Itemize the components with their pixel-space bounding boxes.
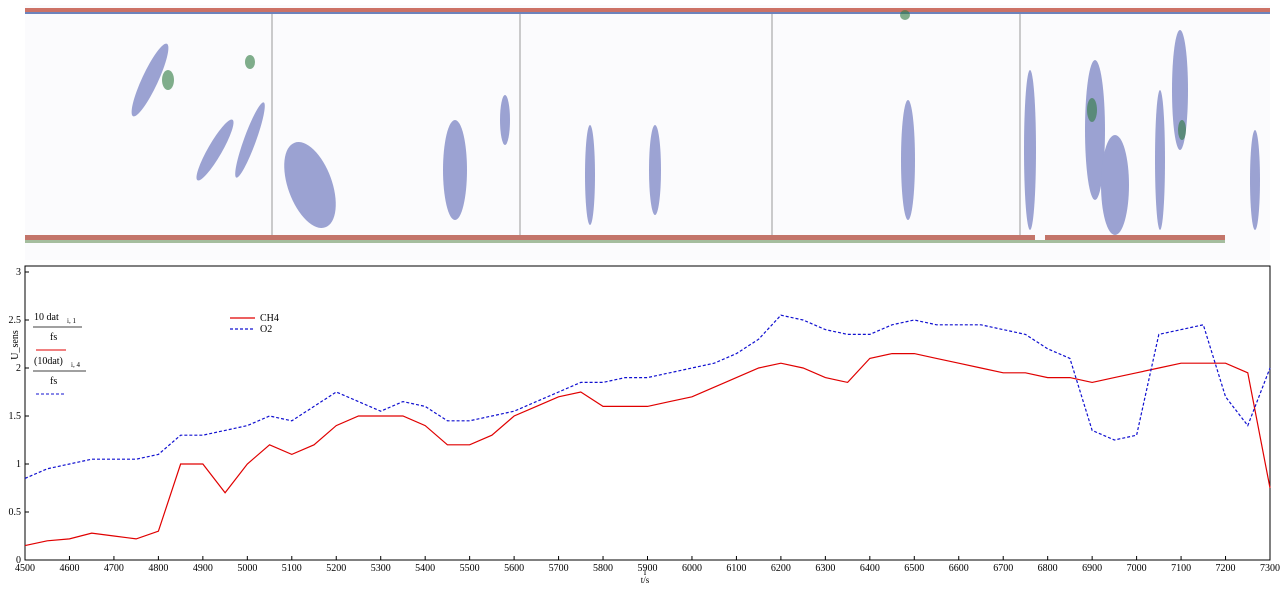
x-tick-label: 6600	[949, 563, 969, 574]
x-axis-index: i	[644, 567, 647, 577]
y-tick-label: 2.5	[9, 315, 22, 326]
x-tick-label: 5100	[282, 563, 302, 574]
x-tick-label: 5600	[504, 563, 524, 574]
x-tick-label: 6700	[993, 563, 1013, 574]
y-tick-label: 1.5	[9, 411, 22, 422]
x-tick-label: 5700	[549, 563, 569, 574]
x-tick-label: 6400	[860, 563, 880, 574]
y-tick-label: 0.5	[9, 507, 22, 518]
y-expression-denominator: fs	[50, 376, 57, 387]
x-tick-label: 5300	[371, 563, 391, 574]
x-tick-label: 5800	[593, 563, 613, 574]
y-expression-numerator: (10dat)	[34, 356, 63, 367]
x-axis-label: t/s	[641, 575, 650, 585]
y-tick-label: 1	[16, 459, 21, 470]
legend-label: CH4	[260, 313, 279, 324]
x-tick-label: 6300	[815, 563, 835, 574]
x-tick-label: 5200	[326, 563, 346, 574]
x-tick-label: 6100	[726, 563, 746, 574]
x-tick-label: 5400	[415, 563, 435, 574]
y-tick-label: 2	[16, 363, 21, 374]
y-tick-label: 0	[16, 555, 21, 566]
x-tick-label: 7000	[1127, 563, 1147, 574]
x-tick-label: 7100	[1171, 563, 1191, 574]
x-tick-label: 6200	[771, 563, 791, 574]
x-tick-label: 7300	[1260, 563, 1280, 574]
x-tick-label: 7200	[1216, 563, 1236, 574]
y-tick-label: 3	[16, 267, 21, 278]
x-tick-label: 5500	[460, 563, 480, 574]
x-tick-label: 4700	[104, 563, 124, 574]
y-expression-subscript: i, 1	[67, 317, 76, 325]
y-expression-subscript: i, 4	[71, 361, 80, 369]
x-tick-label: 4800	[148, 563, 168, 574]
legend-label: O2	[260, 324, 272, 335]
x-tick-label: 6500	[904, 563, 924, 574]
x-tick-label: 4900	[193, 563, 213, 574]
x-tick-label: 4500	[15, 563, 35, 574]
x-tick-label: 4600	[59, 563, 79, 574]
y-expression-numerator: 10 dat	[34, 312, 59, 323]
echogram	[25, 5, 1270, 260]
plot-frame	[24, 265, 1271, 561]
y-expression-denominator: fs	[50, 332, 57, 343]
line-series	[24, 353, 1271, 547]
y-axis-label: U_sens	[10, 330, 21, 360]
x-tick-label: 6000	[682, 563, 702, 574]
x-tick-label: 6800	[1038, 563, 1058, 574]
x-tick-label: 6900	[1082, 563, 1102, 574]
x-tick-label: 5000	[237, 563, 257, 574]
line-series	[24, 314, 1271, 479]
x-tick-label: 5900	[638, 563, 658, 574]
